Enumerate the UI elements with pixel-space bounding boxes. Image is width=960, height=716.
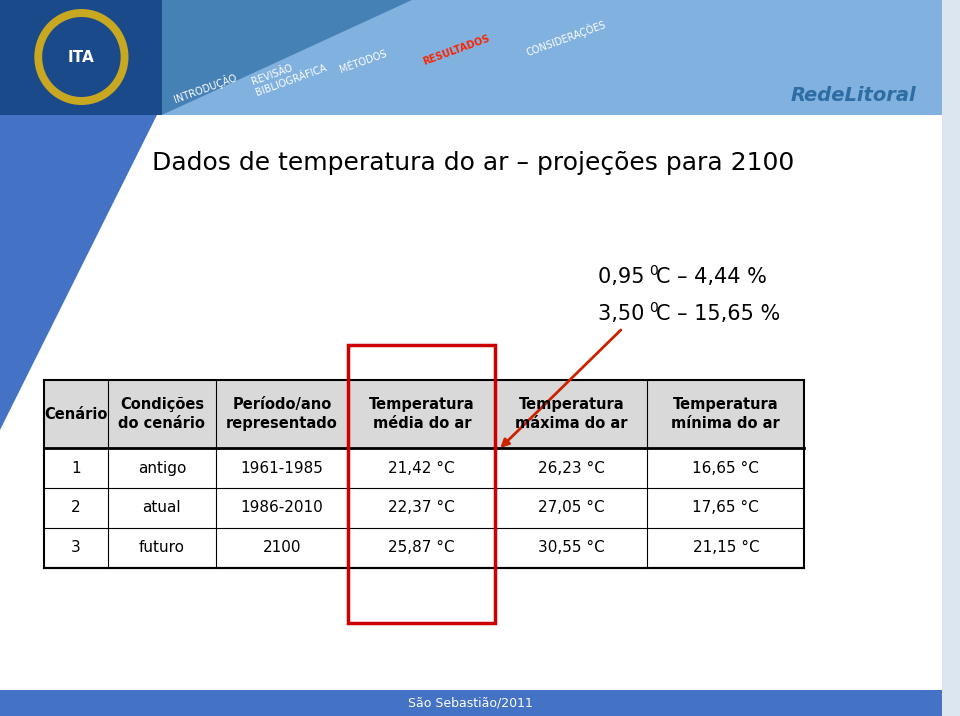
Text: C – 4,44 %: C – 4,44 %: [657, 267, 767, 287]
Text: 27,05 °C: 27,05 °C: [538, 500, 605, 516]
Bar: [348, 345, 495, 623]
Text: São Sebastião/2011: São Sebastião/2011: [408, 697, 533, 710]
Text: Temperatura
mínima do ar: Temperatura mínima do ar: [671, 397, 780, 432]
Text: RESULTADOS: RESULTADOS: [421, 33, 492, 67]
Text: 22,37 °C: 22,37 °C: [389, 500, 455, 516]
Bar: [44, 380, 804, 568]
Polygon shape: [0, 115, 156, 430]
Text: 25,87 °C: 25,87 °C: [389, 541, 455, 556]
Text: Período/ano
representado: Período/ano representado: [227, 397, 338, 432]
Bar: [44, 380, 804, 448]
Text: REVISÃO
BIBLIOGRÁFICA: REVISÃO BIBLIOGRÁFICA: [251, 52, 328, 98]
Text: 1: 1: [71, 460, 81, 475]
Text: C – 15,65 %: C – 15,65 %: [657, 304, 780, 324]
Bar: [0, 0, 942, 115]
Text: Dados de temperatura do ar – projeções para 2100: Dados de temperatura do ar – projeções p…: [152, 151, 794, 175]
Bar: [44, 448, 804, 488]
Text: 3,50: 3,50: [598, 304, 651, 324]
Text: 30,55 °C: 30,55 °C: [538, 541, 605, 556]
Text: 1961-1985: 1961-1985: [241, 460, 324, 475]
Text: 26,23 °C: 26,23 °C: [538, 460, 605, 475]
Bar: [44, 528, 804, 568]
Text: 0: 0: [649, 264, 658, 278]
Text: antigo: antigo: [137, 460, 186, 475]
Text: 17,65 °C: 17,65 °C: [692, 500, 759, 516]
Text: 21,42 °C: 21,42 °C: [389, 460, 455, 475]
Text: 3: 3: [71, 541, 81, 556]
Text: Cenário: Cenário: [44, 407, 108, 422]
Polygon shape: [0, 0, 162, 115]
Text: Temperatura
média do ar: Temperatura média do ar: [369, 397, 474, 432]
Circle shape: [42, 17, 121, 97]
Bar: [44, 488, 804, 528]
Text: 2100: 2100: [263, 541, 301, 556]
Text: RedeLitoral: RedeLitoral: [790, 85, 916, 105]
Text: ITA: ITA: [68, 49, 95, 64]
Text: INTRODUÇÃO: INTRODUÇÃO: [172, 71, 238, 105]
Text: 21,15 °C: 21,15 °C: [692, 541, 759, 556]
Bar: [0, 690, 942, 716]
Polygon shape: [118, 0, 942, 115]
Text: 0,95: 0,95: [598, 267, 652, 287]
Text: MÉTODOS: MÉTODOS: [338, 49, 389, 75]
Circle shape: [35, 9, 129, 105]
Bar: [0, 115, 942, 690]
Text: 2: 2: [71, 500, 81, 516]
Text: atual: atual: [142, 500, 181, 516]
Text: Condições
do cenário: Condições do cenário: [118, 397, 205, 432]
Polygon shape: [162, 0, 412, 115]
Text: Temperatura
máxima do ar: Temperatura máxima do ar: [516, 397, 628, 432]
Text: CONSIDERAÇÕES: CONSIDERAÇÕES: [525, 18, 608, 58]
Text: 1986-2010: 1986-2010: [241, 500, 324, 516]
Text: futuro: futuro: [139, 541, 185, 556]
Text: 0: 0: [649, 301, 658, 315]
Text: 16,65 °C: 16,65 °C: [692, 460, 759, 475]
